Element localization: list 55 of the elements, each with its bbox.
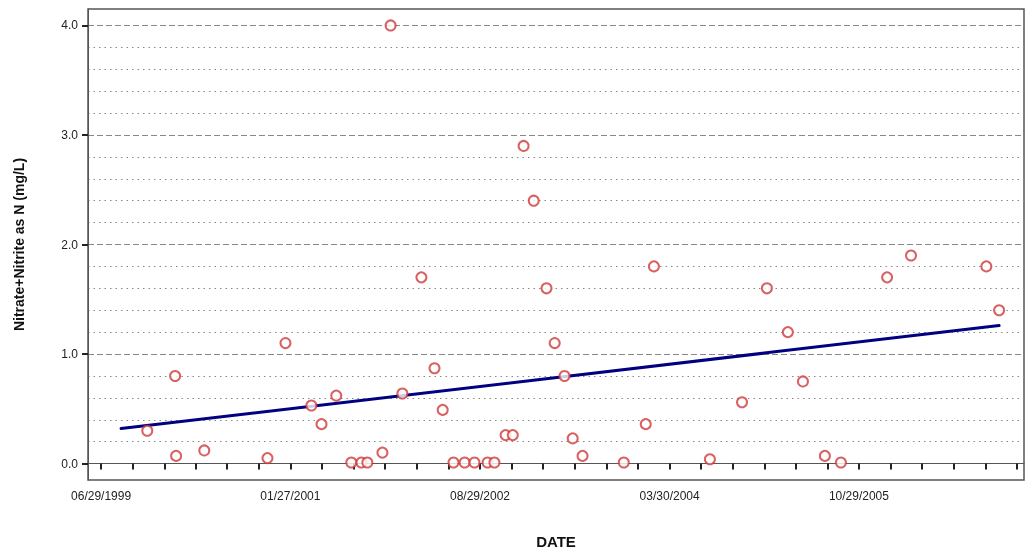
point [488,456,501,469]
point [980,260,993,273]
point [428,362,441,375]
x-tick-label: 01/27/2001 [260,489,321,503]
point [436,403,449,416]
point [330,389,343,402]
x-tick-label: 10/29/2005 [828,489,890,503]
point [384,19,397,32]
point [345,456,358,469]
point [447,456,460,469]
point [517,139,530,152]
point [261,452,274,465]
point [796,375,809,388]
y-tick-label: 0.0 [61,456,79,471]
point [617,456,630,469]
point [703,453,716,466]
point [781,326,794,339]
point [993,304,1006,317]
x-tick-label: 08/29/2002 [449,489,511,503]
point [169,369,182,382]
point [540,282,553,295]
x-tick-label: 06/29/1999 [71,489,132,503]
point [170,449,183,462]
x-axis-title: DATE [536,533,576,550]
y-tick-label: 4.0 [61,18,79,33]
point [881,271,894,284]
point [576,449,589,462]
point [566,432,579,445]
point [760,282,773,295]
y-tick-label: 1.0 [61,347,79,362]
point [198,444,211,457]
y-axis-title: Nitrate+Nitrite as N (mg/L) [11,157,27,332]
point [279,337,292,350]
point [639,418,652,431]
point [458,456,471,469]
y-tick-label: 2.0 [61,237,79,252]
x-tick-label: 03/30/2004 [639,489,700,503]
point [905,249,918,262]
y-tick-label: 3.0 [61,127,79,142]
point [468,456,481,469]
point [647,260,660,273]
point [558,369,571,382]
point [548,337,561,350]
point [818,449,831,462]
point [834,456,847,469]
point [141,424,154,437]
point [305,399,318,412]
point [527,194,540,207]
point [376,446,389,459]
point [415,271,428,284]
point [736,396,749,409]
point [506,429,519,442]
point [396,387,409,400]
point [315,418,328,431]
point [361,456,374,469]
